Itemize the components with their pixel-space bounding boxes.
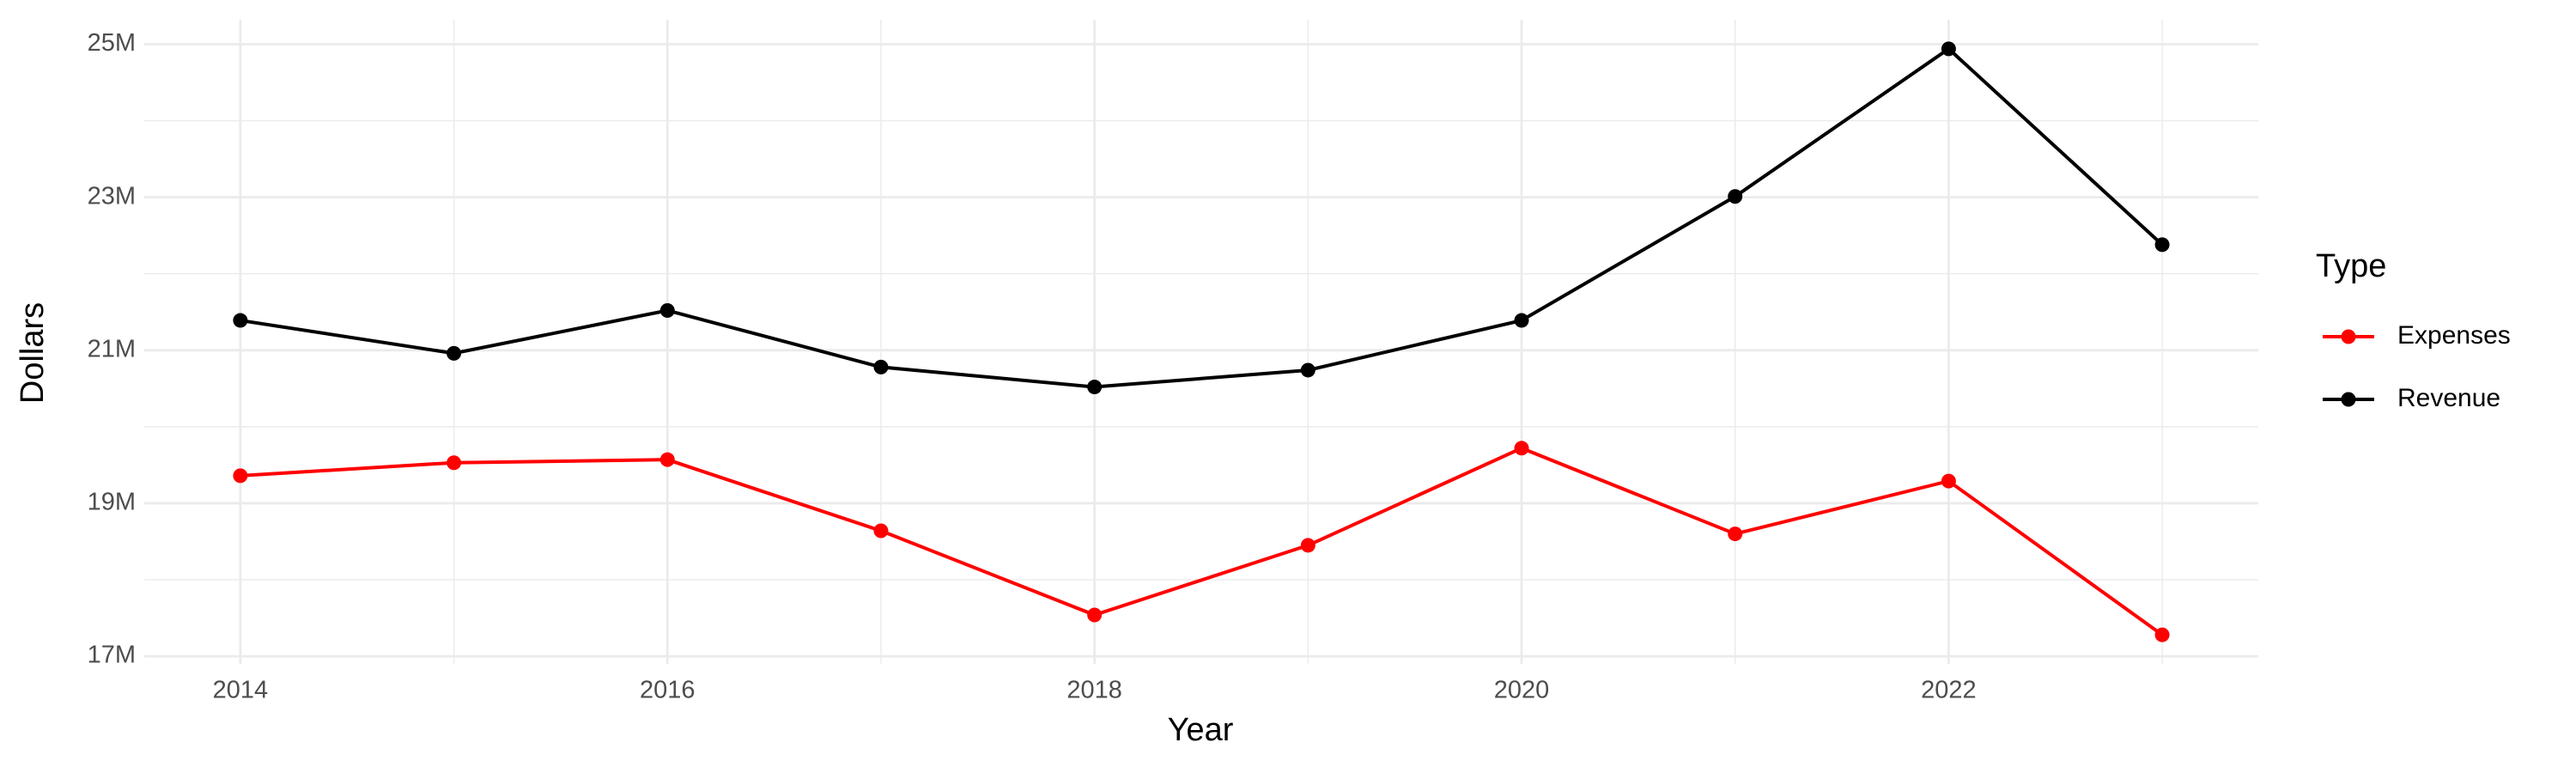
data-point (659, 452, 675, 467)
y-axis-title: Dollars (15, 302, 51, 404)
data-point (1514, 313, 1529, 328)
data-point (447, 345, 462, 361)
legend-point (2341, 392, 2356, 407)
data-point (1087, 607, 1103, 623)
legend-label: Revenue (2397, 384, 2500, 412)
data-point (1941, 473, 1956, 489)
data-point (659, 302, 675, 318)
x-tick-label: 2018 (1066, 677, 1122, 704)
x-tick-label: 2016 (640, 677, 696, 704)
data-point (2154, 627, 2170, 642)
data-point (1300, 538, 1315, 553)
y-tick-label: 17M (88, 642, 136, 669)
y-tick-label: 21M (88, 335, 136, 362)
data-point (1087, 380, 1103, 395)
data-point (1514, 441, 1529, 456)
data-point (873, 523, 889, 539)
legend-title: Type (2316, 248, 2386, 284)
y-tick-label: 19M (88, 489, 136, 516)
legend-label: Expenses (2397, 321, 2511, 350)
legend-point (2341, 329, 2356, 344)
data-point (447, 455, 462, 471)
data-point (873, 359, 889, 374)
series-line (240, 46, 2164, 389)
data-point (233, 468, 248, 484)
y-tick-label: 23M (88, 182, 136, 210)
data-point (1300, 362, 1315, 378)
data-point (2154, 237, 2170, 253)
series-line (240, 446, 2164, 636)
y-tick-label: 25M (88, 29, 136, 57)
x-tick-label: 2022 (1921, 677, 1977, 704)
data-point (233, 313, 248, 328)
data-point (1941, 41, 1956, 57)
data-point (1728, 189, 1743, 204)
x-tick-label: 2020 (1494, 677, 1550, 704)
x-axis-title: Year (1168, 712, 1234, 748)
data-point (1728, 526, 1743, 542)
x-tick-label: 2014 (213, 677, 269, 704)
